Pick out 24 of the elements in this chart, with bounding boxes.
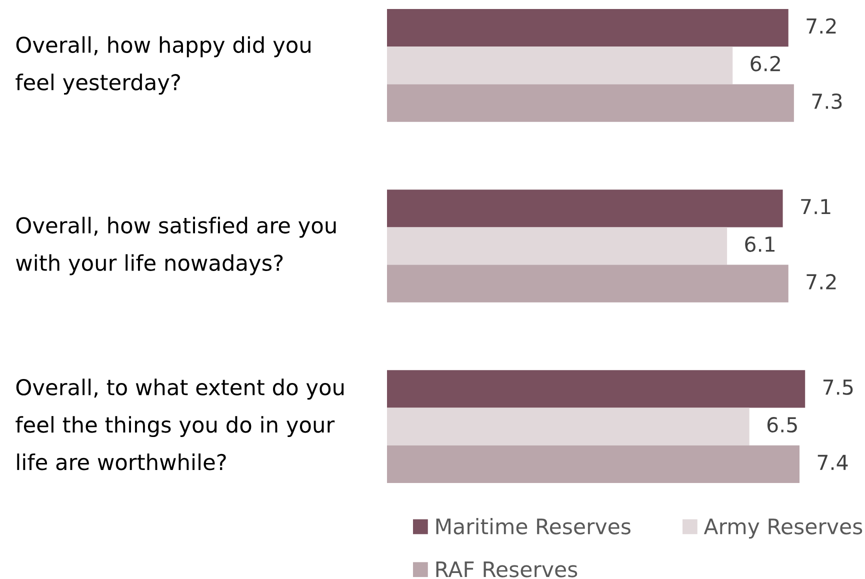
bar bbox=[387, 84, 794, 122]
bar bbox=[387, 9, 788, 47]
data-label: 7.5 bbox=[823, 380, 853, 395]
data-label: 7.2 bbox=[806, 274, 836, 290]
y-tick-label: Overall, how happy did you feel yesterday? bbox=[16, 36, 310, 95]
bar bbox=[387, 227, 728, 265]
y-tick-label: Overall, how satisfied are you with your life nowadays? bbox=[16, 216, 336, 276]
bar bbox=[387, 445, 800, 483]
data-label: 6.5 bbox=[767, 416, 797, 433]
bar bbox=[387, 46, 733, 84]
data-label: 7.2 bbox=[806, 18, 836, 34]
bar bbox=[387, 190, 783, 228]
bar bbox=[387, 264, 788, 302]
data-label: 7.4 bbox=[818, 454, 848, 470]
data-label: 7.1 bbox=[801, 199, 830, 214]
legend-label: Maritime Reserves bbox=[436, 518, 630, 534]
legend-label: RAF Reserves bbox=[436, 562, 578, 578]
data-label: 6.2 bbox=[750, 56, 780, 72]
data-label: 7.3 bbox=[812, 93, 842, 110]
legend-label: Army Reserves bbox=[704, 518, 862, 539]
y-tick-label: Overall, to what extent do you feel the things you do in your life are worthwhile? bbox=[16, 378, 344, 470]
bar bbox=[387, 408, 750, 446]
bar bbox=[387, 370, 806, 408]
data-label: 6.1 bbox=[745, 236, 775, 252]
